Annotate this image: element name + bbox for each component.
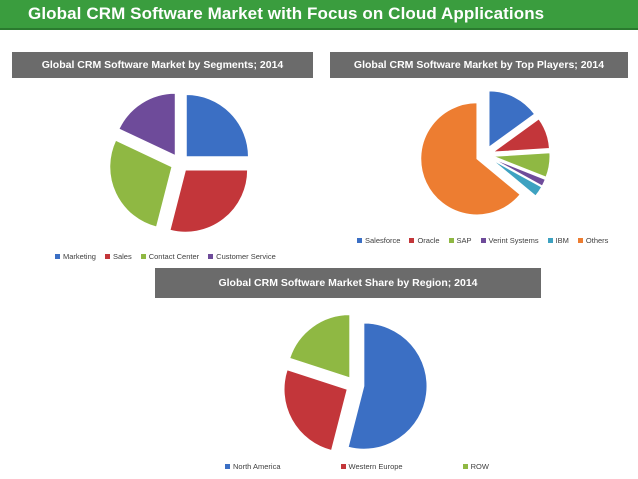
legend-label: Oracle (417, 236, 440, 245)
legend-item-western-europe: Western Europe (340, 462, 403, 471)
pie-slice-others (420, 102, 521, 216)
legend-item-salesforce: Salesforce (357, 236, 400, 245)
pie-slice-contact-center (109, 139, 173, 228)
legend-swatch (547, 238, 553, 243)
legend-swatch (104, 254, 110, 259)
legend-item-ibm: IBM (547, 236, 569, 245)
legend-item-oracle: Oracle (409, 236, 440, 245)
legend-label: Others (585, 236, 609, 245)
legend-item-marketing: Marketing (55, 252, 96, 261)
pie-slice-row (289, 314, 351, 379)
legend-item-others: Others (577, 236, 609, 245)
pie-slice-oracle (492, 118, 550, 153)
legend-label: Contact Center (148, 252, 200, 261)
top-players-legend: Salesforce Oracle SAP Verint Systems IBM Othe… (357, 236, 617, 245)
legend-label: Western Europe (348, 462, 403, 471)
pie-slice-ibm (492, 159, 543, 197)
legend-swatch (55, 254, 60, 259)
legend-label: Customer Service (216, 252, 276, 261)
pie-slice-verint-systems (492, 158, 546, 187)
legend-label: ROW (470, 462, 489, 471)
segments-chart-title: Global CRM Software Market by Segments; … (12, 52, 313, 78)
pie-slice-marketing (185, 94, 249, 158)
legend-swatch (448, 238, 454, 243)
legend-label: Sales (112, 252, 132, 261)
title-banner: Global CRM Software Market with Focus on… (0, 0, 638, 30)
banner-title: Global CRM Software Market with Focus on… (28, 4, 545, 23)
legend-item-row: ROW (462, 462, 489, 471)
legend-item-contact-center: Contact Center (140, 252, 200, 261)
pie-slice-salesforce (488, 90, 535, 148)
region-chart-title: Global CRM Software Market Share by Regi… (155, 268, 541, 298)
legend-swatch (480, 238, 486, 243)
legend-item-sales: Sales (104, 252, 132, 261)
legend-label: Verint Systems (488, 236, 539, 245)
pie-slice-western-europe (283, 369, 348, 451)
legend-label: SAP (456, 236, 472, 245)
legend-item-sap: SAP (448, 236, 472, 245)
legend-swatch (225, 464, 230, 469)
legend-label: IBM (555, 236, 569, 245)
legend-swatch (409, 238, 415, 243)
legend-swatch (462, 464, 468, 469)
segments-legend: Marketing Sales Contact Center Customer Ser… (55, 252, 285, 261)
pie-slice-sales (169, 169, 248, 233)
legend-label: Salesforce (365, 236, 401, 245)
legend-item-north-america: North America (225, 462, 281, 471)
top-players-chart-title: Global CRM Software Market by Top Player… (330, 52, 628, 78)
pie-slice-customer-service (118, 93, 176, 157)
legend-swatch (208, 254, 214, 259)
pie-slice-north-america (347, 322, 428, 450)
legend-label: North America (233, 462, 281, 471)
region-legend: North America Western Europe ROW (225, 462, 549, 471)
legend-item-verint-systems: Verint Systems (480, 236, 539, 245)
pie-slice-sap (493, 152, 551, 178)
legend-item-customer-service: Customer Service (208, 252, 276, 261)
legend-swatch (140, 254, 146, 259)
legend-swatch (577, 238, 583, 243)
legend-swatch (340, 464, 346, 469)
legend-label: Marketing (63, 252, 96, 261)
legend-swatch (357, 238, 362, 243)
